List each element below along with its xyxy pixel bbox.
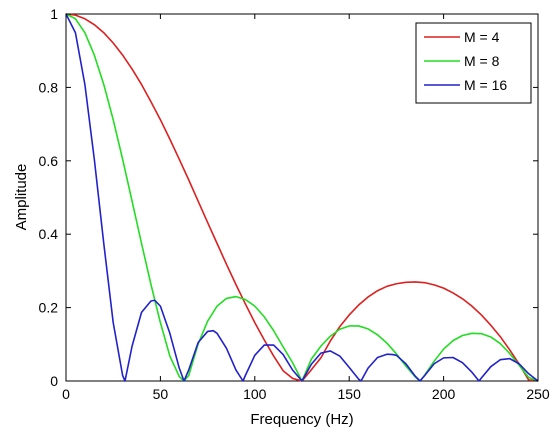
- series-line-m16: [65, 13, 539, 382]
- y-axis-label: Amplitude: [13, 164, 30, 231]
- y-tick-label: 0.6: [39, 153, 59, 169]
- x-tick-label: 200: [432, 386, 456, 402]
- y-tick-label: 0.2: [39, 300, 59, 316]
- y-tick-label: 0.8: [39, 79, 59, 95]
- x-tick-label: 100: [243, 386, 267, 402]
- legend: M = 4 M = 8 M = 16: [415, 22, 532, 104]
- y-axis-ticks: 0 0.2 0.4 0.6 0.8 1: [39, 6, 538, 389]
- x-tick-label: 250: [526, 386, 550, 402]
- y-tick-label: 0.4: [39, 226, 59, 242]
- y-tick-label: 1: [50, 6, 58, 22]
- x-axis-label: Frequency (Hz): [250, 411, 353, 428]
- legend-label: M = 8: [464, 53, 500, 69]
- x-tick-label: 50: [153, 386, 169, 402]
- x-tick-label: 150: [338, 386, 362, 402]
- x-axis-ticks: 0 50 100 150 200 250: [62, 14, 550, 402]
- legend-label: M = 4: [464, 29, 500, 45]
- series-group: [65, 13, 539, 382]
- x-tick-label: 0: [62, 386, 70, 402]
- legend-label: M = 16: [464, 77, 507, 93]
- y-tick-label: 0: [50, 373, 58, 389]
